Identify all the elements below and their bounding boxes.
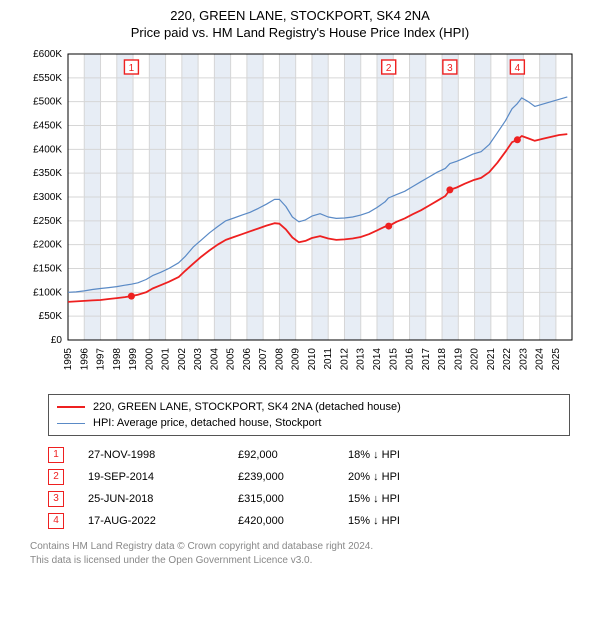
table-row: 4 17-AUG-2022£420,00015% ↓ HPI [48,510,570,532]
footer-line-1: Contains HM Land Registry data © Crown c… [30,540,570,554]
svg-text:1998: 1998 [112,348,123,371]
svg-text:£150K: £150K [33,264,62,275]
svg-text:£400K: £400K [33,144,62,155]
svg-text:£200K: £200K [33,240,62,251]
chart-title-block: 220, GREEN LANE, STOCKPORT, SK4 2NA Pric… [0,0,600,44]
svg-text:2021: 2021 [486,348,497,371]
sale-diff: 15% ↓ HPI [348,515,458,527]
svg-text:£0: £0 [51,335,63,346]
svg-text:1995: 1995 [63,348,74,371]
svg-text:2002: 2002 [177,348,188,371]
svg-text:2013: 2013 [356,348,367,371]
svg-text:2003: 2003 [193,348,204,371]
svg-text:2005: 2005 [226,348,237,371]
title-line-1: 220, GREEN LANE, STOCKPORT, SK4 2NA [10,8,590,23]
svg-text:2023: 2023 [518,348,529,371]
chart-legend: 220, GREEN LANE, STOCKPORT, SK4 2NA (det… [48,394,570,436]
attribution-footer: Contains HM Land Registry data © Crown c… [30,540,570,567]
table-row: 2 19-SEP-2014£239,00020% ↓ HPI [48,466,570,488]
svg-text:2024: 2024 [535,348,546,371]
sale-marker-1: 1 [48,447,64,463]
footer-line-2: This data is licensed under the Open Gov… [30,554,570,568]
svg-text:1996: 1996 [79,348,90,371]
svg-text:£550K: £550K [33,73,62,84]
svg-text:£100K: £100K [33,287,62,298]
svg-text:2004: 2004 [209,348,220,371]
legend-label-hpi: HPI: Average price, detached house, Stoc… [93,417,322,429]
svg-text:2012: 2012 [339,348,350,371]
table-row: 3 25-JUN-2018£315,00015% ↓ HPI [48,488,570,510]
svg-text:£350K: £350K [33,168,62,179]
sales-table: 1 27-NOV-1998£92,00018% ↓ HPI 2 19-SEP-2014… [48,444,570,532]
sale-date: 25-JUN-2018 [88,493,238,505]
svg-text:1999: 1999 [128,348,139,371]
svg-text:2015: 2015 [388,348,399,371]
legend-row-price-paid: 220, GREEN LANE, STOCKPORT, SK4 2NA (det… [57,399,561,415]
svg-text:2001: 2001 [161,348,172,371]
table-row: 1 27-NOV-1998£92,00018% ↓ HPI [48,444,570,466]
legend-swatch-price-paid [57,406,85,408]
sale-marker-2: 2 [48,469,64,485]
svg-text:2014: 2014 [372,348,383,371]
svg-text:3: 3 [447,63,453,74]
svg-text:2016: 2016 [405,348,416,371]
sale-price: £315,000 [238,493,348,505]
svg-text:£300K: £300K [33,192,62,203]
svg-text:£50K: £50K [39,311,63,322]
sale-date: 19-SEP-2014 [88,471,238,483]
svg-text:2: 2 [386,63,392,74]
svg-text:£450K: £450K [33,121,62,132]
svg-text:2018: 2018 [437,348,448,371]
svg-text:2010: 2010 [307,348,318,371]
sale-price: £92,000 [238,449,348,461]
svg-text:2020: 2020 [470,348,481,371]
svg-text:2008: 2008 [274,348,285,371]
svg-text:2007: 2007 [258,348,269,371]
sale-price: £420,000 [238,515,348,527]
sale-date: 17-AUG-2022 [88,515,238,527]
svg-text:4: 4 [515,63,521,74]
sale-price: £239,000 [238,471,348,483]
sale-marker-4: 4 [48,513,64,529]
sale-diff: 15% ↓ HPI [348,493,458,505]
svg-text:2017: 2017 [421,348,432,371]
legend-swatch-hpi [57,423,85,424]
price-chart: £0 £50K £100K £150K £200K £250K £300K £350K £400… [20,48,580,378]
svg-text:£250K: £250K [33,216,62,227]
svg-text:2009: 2009 [291,348,302,371]
svg-text:2025: 2025 [551,348,562,371]
svg-text:2022: 2022 [502,348,513,371]
sale-diff: 18% ↓ HPI [348,449,458,461]
svg-text:2019: 2019 [453,348,464,371]
legend-row-hpi: HPI: Average price, detached house, Stoc… [57,415,561,431]
svg-text:£500K: £500K [33,97,62,108]
sale-date: 27-NOV-1998 [88,449,238,461]
svg-text:2011: 2011 [323,348,334,370]
svg-text:2006: 2006 [242,348,253,371]
svg-text:2000: 2000 [144,348,155,371]
svg-text:1997: 1997 [96,348,107,371]
legend-label-price-paid: 220, GREEN LANE, STOCKPORT, SK4 2NA (det… [93,401,401,413]
svg-text:£600K: £600K [33,49,62,60]
sale-diff: 20% ↓ HPI [348,471,458,483]
title-line-2: Price paid vs. HM Land Registry's House … [10,25,590,40]
svg-text:1: 1 [129,63,135,74]
sale-marker-3: 3 [48,491,64,507]
